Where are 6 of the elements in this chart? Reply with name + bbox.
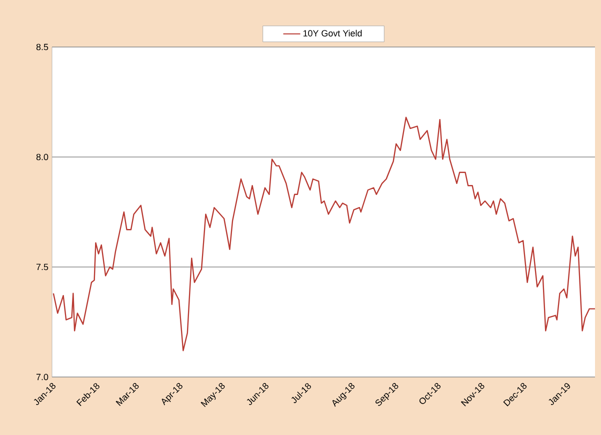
y-tick-label: 7.5 <box>36 264 48 270</box>
y-tick-label: 7.0 <box>36 374 48 380</box>
legend-label: 10Y Govt Yield <box>303 30 362 36</box>
line-series <box>52 116 596 352</box>
y-tick-label: 8.5 <box>36 44 48 50</box>
y-tick-label: 8.0 <box>36 154 48 160</box>
